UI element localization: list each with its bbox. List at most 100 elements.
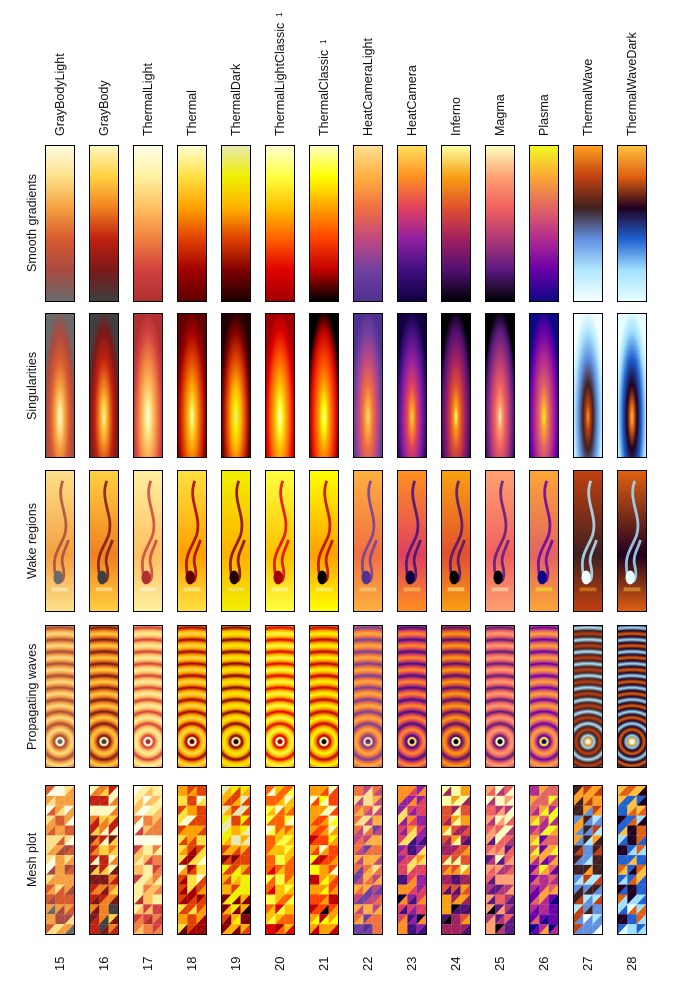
colormap-number: 25 [492, 956, 507, 972]
propagating-waves-panel-gray-body-light [45, 625, 75, 768]
colormap-number: 23 [404, 956, 419, 972]
propagating-waves-panel-thermal-light [133, 625, 163, 768]
colormap-number: 19 [228, 956, 243, 972]
propagating-waves-panel-thermal-dark [221, 625, 251, 768]
row-label-mesh-plot: Mesh plot [25, 832, 39, 888]
colormap-number: 24 [448, 956, 463, 972]
colormap-name-heat-camera-light: HeatCameraLight [360, 0, 376, 136]
wake-regions-panel-heat-camera-light [353, 470, 383, 612]
mesh-plot-panel-thermal-light-classic [265, 785, 295, 935]
footnote-marker: 1 [319, 39, 328, 44]
propagating-waves-panel-thermal-light-classic [265, 625, 295, 768]
wake-regions-panel-plasma [529, 470, 559, 612]
singularities-panel-thermal-wave [573, 313, 603, 458]
row-label-propagating-waves: Propagating waves [25, 643, 39, 750]
colormap-name-magma: Magma [492, 0, 508, 136]
wake-regions-panel-thermal-wave-dark [617, 470, 647, 612]
mesh-plot-panel-heat-camera-light [353, 785, 383, 935]
singularities-panel-thermal-wave-dark [617, 313, 647, 458]
smooth-gradients-panel-heat-camera [397, 145, 427, 302]
colormap-number: 18 [184, 956, 199, 972]
colormap-name-thermal-wave: ThermalWave [580, 0, 596, 136]
colormap-number: 22 [360, 956, 375, 972]
propagating-waves-panel-thermal-wave [573, 625, 603, 768]
mesh-plot-panel-thermal-wave [573, 785, 603, 935]
mesh-plot-panel-inferno [441, 785, 471, 935]
propagating-waves-panel-thermal-classic [309, 625, 339, 768]
colormap-number: 15 [52, 956, 67, 972]
mesh-plot-panel-magma [485, 785, 515, 935]
propagating-waves-panel-heat-camera [397, 625, 427, 768]
smooth-gradients-panel-gray-body [89, 145, 119, 302]
smooth-gradients-panel-gray-body-light [45, 145, 75, 302]
singularities-panel-thermal-light-classic [265, 313, 295, 458]
wake-regions-panel-thermal-light-classic [265, 470, 295, 612]
wake-regions-panel-thermal [177, 470, 207, 612]
wake-regions-panel-inferno [441, 470, 471, 612]
wake-regions-panel-thermal-classic [309, 470, 339, 612]
colormap-number: 16 [96, 956, 111, 972]
colormap-name-text: HeatCamera [405, 65, 419, 136]
colormap-name-text: ThermalWaveDark [625, 32, 639, 136]
colormap-number: 17 [140, 956, 155, 972]
wake-regions-panel-thermal-light [133, 470, 163, 612]
colormap-name-heat-camera: HeatCamera [404, 0, 420, 136]
smooth-gradients-panel-plasma [529, 145, 559, 302]
propagating-waves-panel-thermal [177, 625, 207, 768]
wake-regions-panel-thermal-dark [221, 470, 251, 612]
smooth-gradients-panel-thermal-classic [309, 145, 339, 302]
propagating-waves-panel-gray-body [89, 625, 119, 768]
singularities-panel-thermal [177, 313, 207, 458]
colormap-name-inferno: Inferno [448, 0, 464, 136]
singularities-panel-heat-camera [397, 313, 427, 458]
colormap-name-text: Plasma [537, 94, 551, 136]
colormap-name-plasma: Plasma [536, 0, 552, 136]
smooth-gradients-panel-heat-camera-light [353, 145, 383, 302]
mesh-plot-panel-gray-body [89, 785, 119, 935]
colormap-number: 27 [580, 956, 595, 972]
colormap-name-thermal-light: ThermalLight [140, 0, 156, 136]
propagating-waves-panel-magma [485, 625, 515, 768]
wake-regions-panel-gray-body [89, 470, 119, 612]
smooth-gradients-panel-thermal-light [133, 145, 163, 302]
smooth-gradients-panel-thermal [177, 145, 207, 302]
colormap-name-thermal-dark: ThermalDark [228, 0, 244, 136]
propagating-waves-panel-inferno [441, 625, 471, 768]
singularities-panel-thermal-dark [221, 313, 251, 458]
colormap-name-gray-body: GrayBody [96, 0, 112, 136]
singularities-panel-gray-body [89, 313, 119, 458]
mesh-plot-panel-gray-body-light [45, 785, 75, 935]
colormap-name-thermal-light-classic: ThermalLightClassic 1 [272, 0, 288, 136]
wake-regions-panel-gray-body-light [45, 470, 75, 612]
colormap-name-text: HeatCameraLight [361, 38, 375, 136]
propagating-waves-panel-thermal-wave-dark [617, 625, 647, 768]
colormap-number: 21 [316, 956, 331, 972]
row-label-smooth-gradients: Smooth gradients [25, 174, 39, 273]
colormap-number: 26 [536, 956, 551, 972]
smooth-gradients-panel-thermal-wave-dark [617, 145, 647, 302]
colormap-name-text: ThermalDark [229, 63, 243, 136]
smooth-gradients-panel-thermal-wave [573, 145, 603, 302]
singularities-panel-thermal-classic [309, 313, 339, 458]
singularities-panel-thermal-light [133, 313, 163, 458]
colormap-name-text: ThermalLightClassic [273, 22, 287, 136]
colormap-name-thermal-classic: ThermalClassic 1 [316, 0, 332, 136]
colormap-name-thermal: Thermal [184, 0, 200, 136]
singularities-panel-heat-camera-light [353, 313, 383, 458]
colormap-name-text: ThermalLight [141, 63, 155, 136]
smooth-gradients-panel-inferno [441, 145, 471, 302]
singularities-panel-inferno [441, 313, 471, 458]
colormap-name-text: Inferno [449, 97, 463, 136]
wake-regions-panel-magma [485, 470, 515, 612]
propagating-waves-panel-plasma [529, 625, 559, 768]
colormap-name-thermal-wave-dark: ThermalWaveDark [624, 0, 640, 136]
wake-regions-panel-heat-camera [397, 470, 427, 612]
colormap-name-text: GrayBodyLight [53, 53, 67, 136]
row-label-singularities: Singularities [25, 351, 39, 420]
colormap-name-text: GrayBody [97, 80, 111, 136]
smooth-gradients-panel-thermal-dark [221, 145, 251, 302]
singularities-panel-plasma [529, 313, 559, 458]
row-label-wake-regions: Wake regions [25, 503, 39, 579]
mesh-plot-panel-thermal-wave-dark [617, 785, 647, 935]
smooth-gradients-panel-magma [485, 145, 515, 302]
